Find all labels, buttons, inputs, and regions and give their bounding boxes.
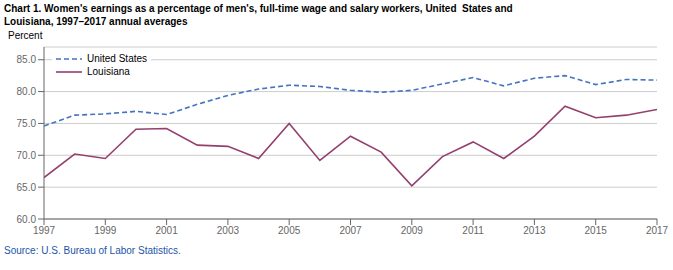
svg-text:2017: 2017 — [646, 225, 665, 236]
svg-text:2013: 2013 — [523, 225, 546, 236]
svg-text:2015: 2015 — [585, 225, 608, 236]
html-text:Percent: Percent — [8, 30, 43, 41]
svg-text:2011: 2011 — [462, 225, 484, 236]
svg-text:70.0: 70.0 — [17, 150, 37, 161]
svg-text:75.0: 75.0 — [17, 118, 37, 129]
svg-text:2003: 2003 — [217, 225, 240, 236]
svg-text:2007: 2007 — [339, 225, 362, 236]
html-text:Chart 1. Women's earnings as a: Chart 1. Women's earnings as a percentag… — [4, 3, 513, 27]
svg-text:60.0: 60.0 — [17, 214, 37, 225]
svg-text:85.0: 85.0 — [17, 54, 37, 65]
svg-text:65.0: 65.0 — [17, 182, 37, 193]
svg-text:80.0: 80.0 — [17, 86, 37, 97]
html-text:Louisiana: Louisiana — [87, 66, 130, 77]
svg-text:2009: 2009 — [401, 225, 424, 236]
svg-text:1999: 1999 — [94, 225, 117, 236]
svg-text:1997: 1997 — [33, 225, 56, 236]
svg-text:2001: 2001 — [155, 225, 178, 236]
html-text:Source: U.S. Bureau of Labor S: Source: U.S. Bureau of Labor Statistics. — [4, 245, 181, 256]
html-text:United States: United States — [87, 53, 147, 64]
svg-text:2005: 2005 — [278, 225, 301, 236]
